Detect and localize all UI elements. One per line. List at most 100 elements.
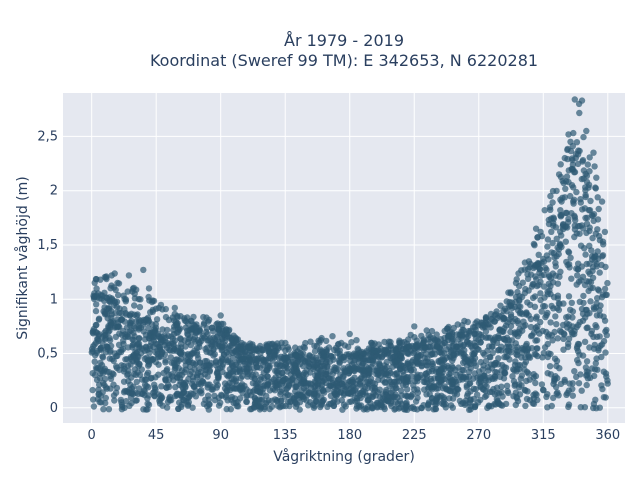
data-point xyxy=(547,275,555,282)
data-point xyxy=(495,355,502,362)
data-point xyxy=(187,341,195,349)
data-point xyxy=(521,386,528,394)
data-point xyxy=(118,331,126,339)
data-point xyxy=(569,392,576,399)
data-point xyxy=(533,313,540,320)
data-point xyxy=(336,360,343,367)
data-point xyxy=(467,327,474,334)
data-point xyxy=(548,228,555,235)
data-point xyxy=(362,355,369,362)
data-point xyxy=(234,398,241,406)
data-point xyxy=(200,400,208,407)
data-point xyxy=(574,340,582,348)
data-point xyxy=(116,305,123,312)
data-point xyxy=(575,147,582,154)
data-point xyxy=(214,343,221,350)
data-point xyxy=(206,381,213,388)
data-point xyxy=(591,366,599,373)
data-point xyxy=(302,371,310,378)
data-point xyxy=(573,281,580,288)
data-point xyxy=(580,225,587,232)
data-point xyxy=(508,337,516,344)
data-point xyxy=(582,193,589,201)
data-point xyxy=(437,367,445,374)
data-point xyxy=(501,353,508,361)
data-point xyxy=(568,299,575,306)
data-point xyxy=(422,379,429,386)
data-point xyxy=(226,326,233,333)
data-point xyxy=(124,288,131,295)
data-point xyxy=(150,343,157,351)
data-point xyxy=(467,360,474,368)
data-point xyxy=(569,156,576,164)
data-point xyxy=(481,393,489,401)
data-point xyxy=(496,326,503,334)
data-point xyxy=(567,254,574,261)
data-point xyxy=(571,222,578,229)
data-point xyxy=(532,379,539,387)
data-point xyxy=(513,346,520,354)
data-point xyxy=(398,400,405,408)
data-point xyxy=(161,341,169,349)
data-point xyxy=(129,344,136,351)
data-point xyxy=(205,336,212,344)
data-point xyxy=(521,289,529,297)
data-point xyxy=(491,312,498,319)
data-point xyxy=(578,387,585,394)
data-point xyxy=(531,293,539,300)
data-point xyxy=(400,371,407,379)
data-point xyxy=(398,361,405,369)
data-point xyxy=(553,253,560,260)
data-point xyxy=(407,367,414,374)
data-point xyxy=(135,322,143,329)
data-point xyxy=(459,399,467,406)
data-point xyxy=(182,366,190,373)
data-point xyxy=(437,336,444,343)
data-point xyxy=(301,344,308,352)
data-point xyxy=(121,295,128,303)
data-point xyxy=(603,326,610,334)
data-point xyxy=(326,358,334,365)
data-point xyxy=(458,349,465,356)
data-point xyxy=(196,343,203,351)
data-point xyxy=(358,382,366,389)
data-point xyxy=(311,342,318,349)
data-point xyxy=(599,238,607,245)
data-point xyxy=(239,348,246,355)
chart-title-line1: År 1979 - 2019 xyxy=(284,31,404,50)
data-point xyxy=(375,376,382,384)
data-point xyxy=(540,283,548,290)
data-point xyxy=(423,370,430,377)
data-point xyxy=(599,252,607,259)
data-point xyxy=(180,389,188,396)
data-point xyxy=(126,321,134,329)
data-point xyxy=(580,167,588,174)
data-point xyxy=(581,281,589,289)
data-point xyxy=(320,389,328,396)
data-point xyxy=(237,386,244,393)
data-point xyxy=(349,378,357,386)
x-tick-label: 270 xyxy=(466,428,491,443)
data-point xyxy=(353,337,360,344)
data-point xyxy=(567,192,574,200)
data-point xyxy=(108,272,115,279)
data-point xyxy=(353,405,360,412)
x-tick-label: 0 xyxy=(88,428,96,443)
data-point xyxy=(575,359,582,367)
data-point xyxy=(587,279,595,286)
data-point xyxy=(134,390,142,397)
data-point xyxy=(482,314,490,322)
data-point xyxy=(313,361,320,369)
data-point xyxy=(495,400,502,407)
data-point xyxy=(472,402,479,409)
data-point xyxy=(162,334,169,341)
data-point xyxy=(513,393,520,401)
data-point xyxy=(555,171,563,178)
data-point xyxy=(577,199,584,206)
data-point xyxy=(573,230,580,237)
data-point xyxy=(538,232,546,240)
data-point xyxy=(334,398,341,405)
data-point xyxy=(484,334,492,341)
data-point xyxy=(357,402,365,409)
data-point xyxy=(114,279,121,287)
